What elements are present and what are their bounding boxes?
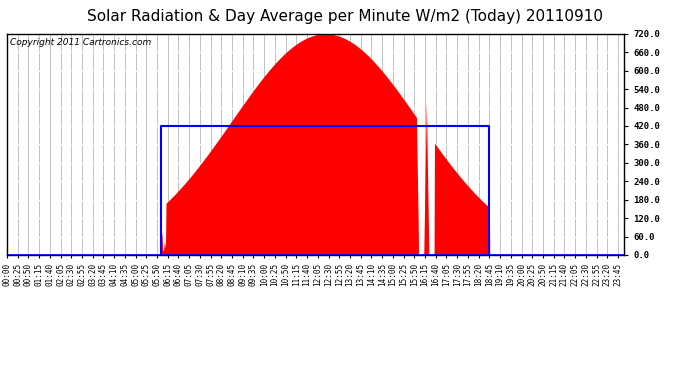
Text: Solar Radiation & Day Average per Minute W/m2 (Today) 20110910: Solar Radiation & Day Average per Minute… [87, 9, 603, 24]
Text: Copyright 2011 Cartronics.com: Copyright 2011 Cartronics.com [10, 38, 151, 47]
